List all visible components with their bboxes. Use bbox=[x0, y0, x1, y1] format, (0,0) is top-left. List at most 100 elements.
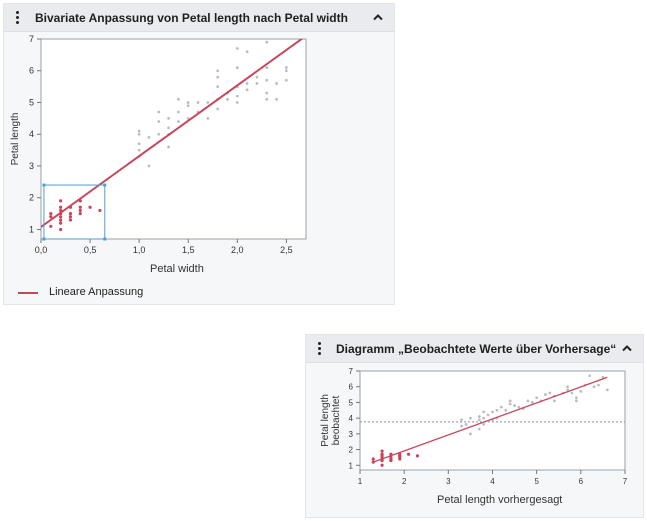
data-point-selected bbox=[406, 452, 411, 456]
data-point-unselected bbox=[495, 408, 499, 412]
data-point-selected bbox=[68, 212, 73, 216]
data-point-unselected bbox=[579, 390, 583, 393]
x-tick-label: 4 bbox=[490, 477, 495, 486]
data-point-unselected bbox=[597, 383, 600, 387]
data-point-unselected bbox=[245, 88, 249, 92]
data-point-unselected bbox=[464, 423, 468, 426]
data-point-unselected bbox=[255, 82, 259, 85]
x-tick-label: 0,5 bbox=[84, 245, 97, 255]
data-point-unselected bbox=[508, 402, 512, 406]
data-point-unselected bbox=[508, 399, 512, 403]
selection-handle bbox=[42, 183, 46, 187]
data-point-unselected bbox=[566, 388, 569, 392]
y-tick-label: 5 bbox=[349, 398, 354, 407]
data-point-unselected bbox=[167, 116, 170, 120]
bivariate-scatter-plot[interactable]: 0,0 0,5 1,0 1,5 2,0 2,5 1 2 3 4 5 6 7 Petal length bbox=[4, 32, 396, 264]
data-point-unselected bbox=[137, 148, 141, 152]
fit-line bbox=[373, 376, 608, 463]
data-point-unselected bbox=[206, 101, 210, 104]
collapse-chevron-icon[interactable] bbox=[619, 340, 635, 356]
more-options-icon[interactable] bbox=[314, 341, 326, 357]
data-point-unselected bbox=[196, 101, 200, 104]
data-point-selected bbox=[59, 221, 63, 225]
x-tick-label: 7 bbox=[623, 477, 628, 486]
data-point-unselected bbox=[513, 404, 516, 407]
collapse-chevron-icon[interactable] bbox=[370, 9, 386, 25]
data-point-selected bbox=[49, 212, 53, 216]
data-point-unselected bbox=[575, 399, 578, 403]
data-point-selected bbox=[371, 457, 375, 461]
panel-title: Diagramm „Beobachtete Werte über Vorhers… bbox=[336, 342, 617, 356]
data-point-selected bbox=[415, 454, 420, 458]
x-tick-label: 3 bbox=[446, 477, 451, 486]
data-point-unselected bbox=[157, 132, 161, 136]
data-point-unselected bbox=[486, 413, 490, 417]
data-point-selected bbox=[380, 452, 384, 456]
data-point-unselected bbox=[482, 410, 486, 414]
fit-line bbox=[41, 39, 304, 228]
x-tick-label: 2,5 bbox=[280, 245, 293, 255]
data-point-unselected bbox=[245, 50, 249, 54]
data-point-unselected bbox=[177, 120, 180, 123]
data-point-unselected bbox=[552, 399, 556, 403]
data-point-selected bbox=[78, 212, 82, 216]
legend-line-swatch bbox=[18, 292, 38, 294]
data-point-unselected bbox=[588, 374, 592, 378]
data-point-unselected bbox=[167, 145, 170, 149]
y-axis-label: beobachtet bbox=[331, 396, 342, 446]
y-tick-label: 7 bbox=[349, 367, 354, 376]
more-options-icon[interactable] bbox=[12, 10, 24, 26]
data-point-unselected bbox=[137, 142, 141, 146]
data-point-unselected bbox=[157, 120, 161, 123]
x-tick-label: 1,5 bbox=[182, 245, 195, 255]
x-tick-label: 5 bbox=[534, 477, 539, 486]
data-point-unselected bbox=[216, 69, 220, 73]
data-point-selected bbox=[59, 218, 63, 222]
y-axis-label: Petal length bbox=[320, 394, 331, 447]
data-point-unselected bbox=[284, 78, 288, 82]
selection-handle bbox=[103, 237, 107, 241]
data-point-unselected bbox=[275, 97, 278, 101]
data-point-selected bbox=[78, 205, 82, 209]
data-point-unselected bbox=[530, 401, 534, 404]
data-point-selected bbox=[88, 205, 92, 209]
data-point-unselected bbox=[469, 416, 472, 420]
data-point-unselected bbox=[469, 432, 472, 436]
data-point-unselected bbox=[605, 388, 609, 392]
data-point-unselected bbox=[265, 40, 269, 44]
data-point-unselected bbox=[147, 136, 151, 139]
selection-handle bbox=[103, 183, 107, 187]
data-point-unselected bbox=[177, 110, 180, 114]
observed-predicted-scatter-plot[interactable]: 1 2 3 4 5 6 7 1 2 3 4 5 6 7 Petal length beobachtet bbox=[306, 363, 645, 489]
y-tick-label: 2 bbox=[29, 193, 34, 203]
data-point-unselected bbox=[570, 391, 574, 395]
y-tick-label: 3 bbox=[349, 430, 354, 439]
data-point-unselected bbox=[477, 415, 481, 418]
observed-vs-predicted-panel: Diagramm „Beobachtete Werte über Vorhers… bbox=[305, 334, 644, 518]
data-point-unselected bbox=[235, 101, 239, 104]
data-point-unselected bbox=[284, 69, 288, 73]
data-point-unselected bbox=[167, 126, 170, 130]
data-point-unselected bbox=[592, 385, 596, 389]
data-point-selected bbox=[68, 215, 73, 219]
selection-handle bbox=[42, 237, 46, 241]
x-tick-label: 2 bbox=[402, 477, 407, 486]
y-tick-label: 1 bbox=[349, 461, 354, 470]
data-point-unselected bbox=[284, 66, 288, 69]
y-axis-label: Petal length bbox=[10, 113, 21, 166]
data-point-selected bbox=[59, 199, 63, 203]
data-point-unselected bbox=[265, 78, 269, 82]
data-point-unselected bbox=[186, 101, 190, 104]
panel-header: Diagramm „Beobachtete Werte über Vorhers… bbox=[306, 335, 643, 363]
x-tick-label: 1 bbox=[358, 477, 363, 486]
data-point-unselected bbox=[460, 424, 463, 428]
data-point-selected bbox=[59, 227, 63, 232]
data-point-unselected bbox=[255, 75, 259, 79]
data-point-unselected bbox=[544, 393, 547, 396]
data-point-unselected bbox=[535, 396, 539, 400]
data-point-unselected bbox=[206, 116, 210, 120]
data-point-selected bbox=[49, 224, 53, 228]
bivariate-fit-panel: Bivariate Anpassung von Petal length nac… bbox=[3, 3, 395, 305]
y-tick-label: 3 bbox=[29, 161, 34, 171]
x-axis-label: Petal length vorhergesagt bbox=[437, 494, 563, 506]
